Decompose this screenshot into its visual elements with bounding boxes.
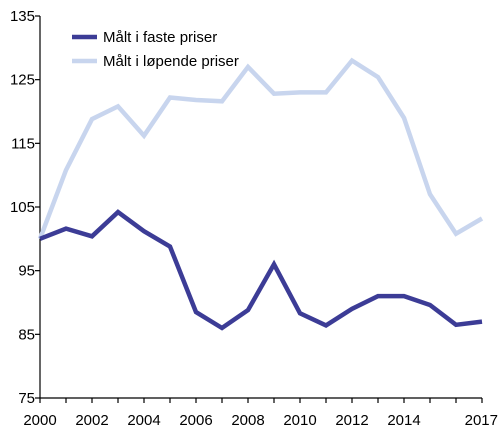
y-tick-label: 105 bbox=[10, 199, 35, 216]
legend-label-0: Målt i faste priser bbox=[103, 29, 217, 46]
y-tick-label: 125 bbox=[10, 72, 35, 89]
legend-label-1: Målt i løpende priser bbox=[103, 53, 239, 70]
y-tick-label: 75 bbox=[18, 390, 35, 407]
x-tick-label: 2010 bbox=[283, 412, 316, 429]
x-tick-labels: 2000 2002 2004 2006 2008 2010 2012 2014 2017 bbox=[23, 412, 498, 429]
axes bbox=[35, 15, 483, 403]
x-tick-label: 2014 bbox=[387, 412, 420, 429]
y-tick-labels: 75 85 95 105 115 125 135 bbox=[10, 8, 35, 407]
series-lines bbox=[37, 57, 484, 331]
x-tick-label: 2012 bbox=[335, 412, 368, 429]
x-tick-label: 2002 bbox=[75, 412, 108, 429]
y-tick-label: 115 bbox=[11, 135, 35, 152]
y-tick-label: 95 bbox=[18, 263, 35, 280]
x-tick-label: 2004 bbox=[127, 412, 160, 429]
series-line-1 bbox=[37, 57, 484, 240]
x-tick-label: 2000 bbox=[23, 412, 56, 429]
legend: Målt i faste priser Målt i løpende priser bbox=[72, 29, 239, 70]
y-tick-label: 85 bbox=[18, 326, 35, 343]
y-tick-label: 135 bbox=[10, 8, 35, 25]
series-line-0 bbox=[39, 209, 483, 331]
x-tick-label: 2008 bbox=[231, 412, 264, 429]
x-tick-label: 2006 bbox=[179, 412, 212, 429]
x-tick-label: 2017 bbox=[465, 412, 498, 429]
